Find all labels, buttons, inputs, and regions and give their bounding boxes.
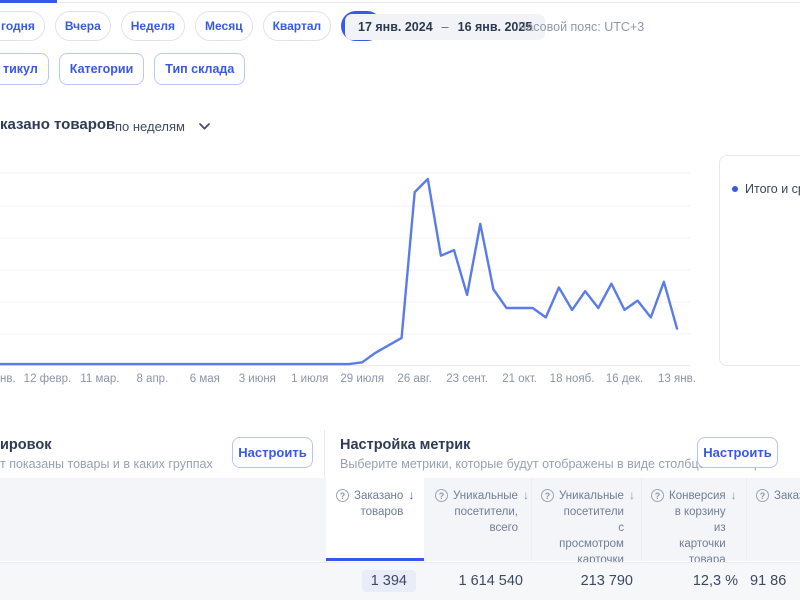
table-cell: 213 790 (580, 573, 633, 589)
help-icon[interactable] (336, 489, 349, 502)
help-icon[interactable] (435, 489, 448, 502)
column-header-label: Заказ (774, 490, 800, 502)
x-axis-tick: 1 июля (291, 373, 329, 385)
period-button[interactable]: Квартал (262, 11, 332, 41)
sorted-column-underline (326, 558, 424, 561)
date-range-separator: – (441, 20, 449, 34)
table-header: Заказано товаров Уникальные посетители, в… (0, 478, 800, 582)
sort-arrow-icon[interactable] (629, 488, 635, 502)
highlighted-value: 1 394 (361, 570, 416, 592)
date-to: 16 янв. 2025 (457, 20, 533, 34)
chevron-down-icon (199, 123, 210, 130)
column-header-3[interactable]: Уникальные посетители с просмотром карто… (531, 478, 641, 582)
help-icon[interactable] (651, 489, 664, 502)
column-header-5[interactable]: Заказ (746, 478, 800, 561)
period-button[interactable]: Неделя (120, 11, 186, 41)
period-button[interactable]: годня (0, 11, 45, 41)
x-axis-tick: 18 нояб. (549, 373, 595, 385)
filter-button[interactable]: тикул (0, 53, 49, 85)
legend-dot-icon (732, 186, 738, 192)
section-title: казано товаров (0, 116, 116, 133)
date-from: 17 янв. 2024 (358, 20, 433, 34)
orders-series-line (0, 177, 679, 366)
period-button[interactable]: Вчера (54, 11, 111, 41)
x-axis-tick: 3 июня (238, 373, 276, 385)
column-header-label: Заказано товаров (354, 490, 404, 519)
metrics-panel-subtitle: Выберите метрики, которые будут отображе… (340, 457, 766, 471)
chart-x-axis: нв. 12 февр. 11 мар. 8 апр. 6 мая 3 июня 1 июл… (0, 373, 800, 387)
column-divider (641, 478, 642, 561)
column-header-label: Конверсия в корзину из карточки товара (669, 490, 726, 567)
x-axis-tick: 13 янв. (658, 373, 696, 385)
x-axis-tick: 12 февр. (23, 373, 72, 385)
metrics-panel-title: Настройка метрик (340, 437, 471, 453)
column-divider (746, 478, 747, 561)
legend-item-total[interactable]: Итого и средн (720, 156, 800, 196)
x-axis-tick: 26 авг. (397, 373, 432, 385)
legend-label: Итого и средн (745, 182, 800, 196)
filter-buttons: тикул Категории Тип склада (0, 53, 246, 85)
date-range-picker[interactable]: 17 янв. 2024 – 16 янв. 2025 (345, 14, 546, 40)
x-axis-tick: 23 сент. (446, 373, 488, 385)
column-header-2[interactable]: Уникальные посетители, всего (425, 478, 531, 561)
table-cell: 12,3 % (692, 573, 738, 589)
column-header-label: Уникальные посетители, всего (453, 490, 518, 535)
column-divider (531, 478, 532, 561)
x-axis-tick: 21 окт. (502, 373, 537, 385)
filter-button[interactable]: Категории (58, 53, 145, 85)
period-selector: годняВчераНеделяМесяцКварталГод (0, 11, 383, 41)
sort-arrow-icon[interactable] (408, 488, 414, 502)
metrics-configure-button[interactable]: Настроить (697, 437, 778, 468)
x-axis-tick: 29 июля (340, 373, 385, 385)
grouping-configure-button[interactable]: Настроить (232, 437, 313, 468)
sort-arrow-icon[interactable] (731, 488, 737, 502)
grouping-panel-subtitle: т показаны товары и в каких группах (0, 457, 213, 471)
timezone-label: Часовой пояс: UTC+3 (518, 20, 645, 34)
x-axis-tick: нв. (0, 373, 16, 385)
x-axis-tick: 8 апр. (136, 373, 169, 385)
filter-button[interactable]: Тип склада (154, 53, 246, 85)
period-button[interactable]: Месяц (195, 11, 253, 41)
tab-strip-border (0, 2, 800, 3)
granularity-value: по неделям (115, 119, 185, 134)
sort-arrow-icon[interactable] (523, 488, 529, 502)
column-header-4[interactable]: Конверсия в корзину из карточки товара (641, 478, 746, 566)
table-cell: 1 614 540 (458, 573, 523, 589)
granularity-dropdown[interactable]: по неделям (115, 119, 210, 134)
x-axis-tick: 6 мая (189, 373, 220, 385)
grouping-panel-title: ировок (0, 437, 52, 453)
column-header-1[interactable]: Заказано товаров (326, 478, 424, 561)
x-axis-tick: 11 мар. (80, 373, 120, 385)
table-row[interactable]: 1 394 1 614 540 213 790 12,3 % 91 86 (0, 562, 800, 600)
x-axis-tick: 16 дек. (605, 373, 644, 385)
active-tab-indicator[interactable] (0, 0, 57, 3)
table-cell: 1 394 (326, 563, 424, 600)
orders-line-chart[interactable] (0, 155, 690, 367)
help-icon[interactable] (541, 489, 554, 502)
chart-legend: Итого и средн (719, 155, 800, 366)
help-icon[interactable] (756, 489, 769, 502)
table-cell: 91 86 (750, 573, 787, 589)
